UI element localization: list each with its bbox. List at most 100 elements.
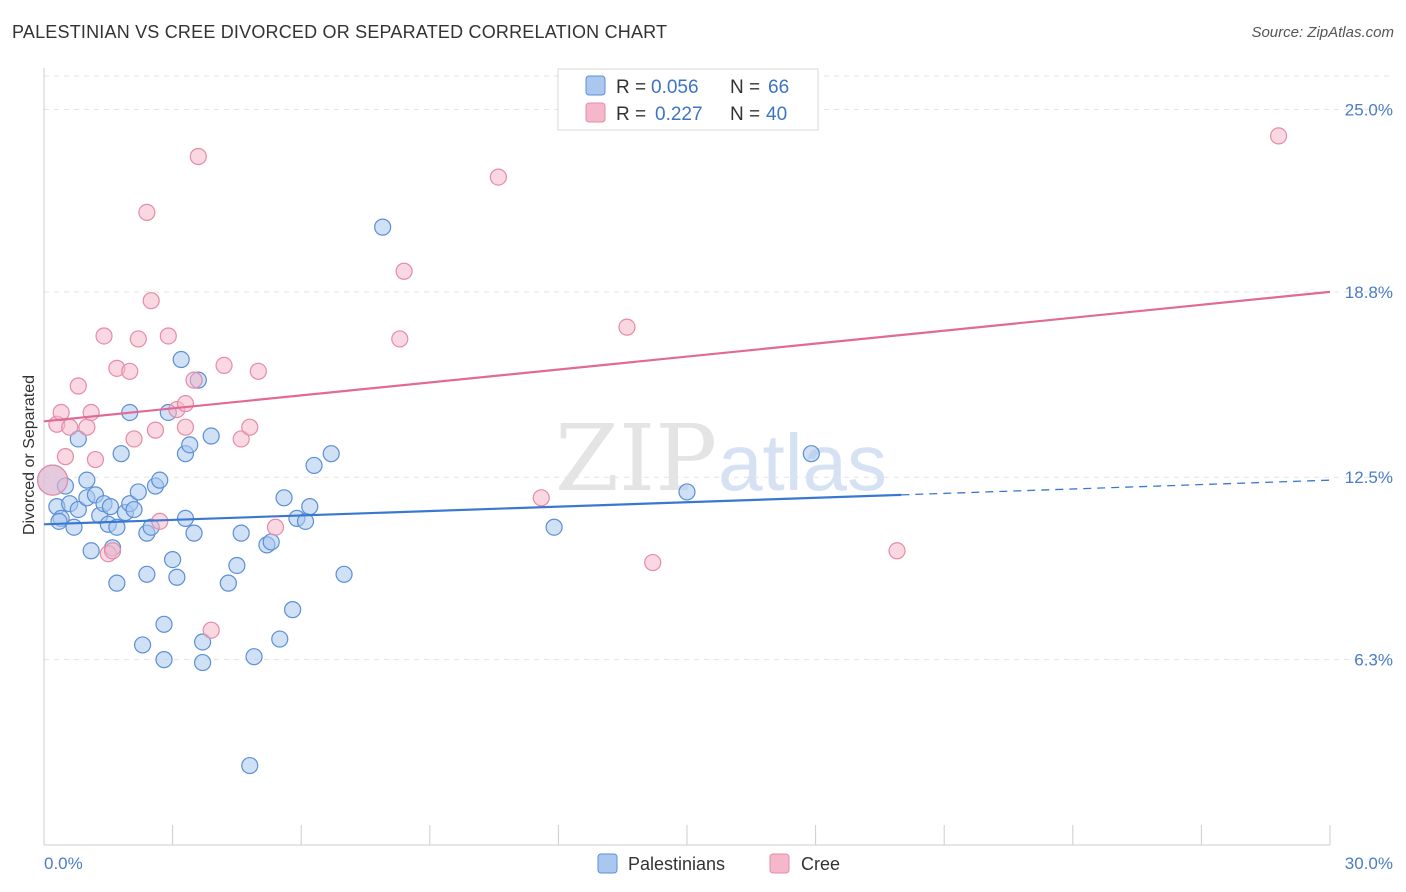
legend-r-label-cree: R = [616,104,646,125]
legend-r-label-palestinians: R = [616,77,646,98]
point-palestinians-60 [374,218,392,236]
y-tick-label-1: 12.5% [1345,468,1393,487]
trend-line-palestinians [43,493,902,526]
bottom-legend-swatch-cree [769,853,790,874]
watermark-atlas: atlas [718,418,887,507]
point-cree-15 [129,330,147,348]
y-tick-label-2: 18.8% [1345,283,1393,302]
legend-r-value-cree: 0.227 [655,104,703,125]
trend-line-cree [43,290,1331,423]
point-palestinians-30 [155,651,173,669]
point-palestinians-5 [65,518,83,536]
point-cree-20 [159,327,177,345]
chart-title: PALESTINIAN VS CREE DIVORCED OR SEPARATE… [12,22,668,42]
point-cree-35 [532,489,550,507]
watermark: ZIP atlas [555,405,887,512]
legend-n-value-palestinians: 66 [768,77,789,98]
point-cree-22 [176,395,195,413]
point-cree-34 [489,168,507,186]
point-cree-23 [176,418,195,436]
point-palestinians-63 [802,445,820,463]
point-cree-4 [61,418,79,436]
point-palestinians-29 [151,471,169,489]
point-cree-33 [395,262,413,280]
chart-source: Source: ZipAtlas.com [1251,24,1394,41]
bottom-legend-label-cree: Cree [801,854,840,874]
legend-n-value-cree: 40 [766,104,787,125]
series-cree [36,127,1288,639]
point-cree-14 [125,430,143,448]
point-palestinians-6 [69,500,87,519]
y-axis-label: Divorced or Separated [21,375,38,535]
point-palestinians-22 [125,500,143,519]
point-palestinians-45 [228,556,246,575]
point-palestinians-43 [202,427,220,445]
point-palestinians-65 [101,498,120,516]
point-cree-29 [241,418,259,436]
point-cree-3 [56,448,75,466]
point-palestinians-33 [164,550,182,569]
bottom-legend: Palestinians Cree [597,853,840,874]
point-palestinians-46 [232,524,250,542]
legend: R = 0.056 N = 66 R = 0.227 N = 40 [557,68,819,131]
bottom-legend-swatch-palestinians [597,853,618,874]
point-palestinians-35 [172,350,190,369]
point-cree-11 [103,542,122,560]
point-palestinians-64 [50,512,68,530]
point-cree-32 [391,330,409,348]
point-cree-37 [644,553,662,572]
point-palestinians-39 [185,524,203,542]
point-cree-30 [249,362,267,380]
point-palestinians-18 [112,445,130,463]
point-palestinians-61 [545,518,563,536]
trend-lines [43,290,1331,526]
point-cree-27 [215,356,233,375]
point-cree-36 [618,318,636,336]
point-palestinians-56 [301,498,319,516]
legend-swatch-cree [585,102,606,123]
y-tick-labels: 6.3% 12.5% 18.8% 25.0% [1345,100,1393,669]
trend-line-palestinians-extension [901,479,1331,496]
point-palestinians-41 [194,653,212,672]
point-cree-9 [95,327,113,345]
point-palestinians-52 [275,489,293,507]
point-cree-16 [138,203,156,222]
point-cree-0 [36,464,69,496]
point-cree-38 [888,542,906,560]
point-palestinians-48 [245,648,263,666]
point-palestinians-59 [335,565,353,583]
point-palestinians-17 [108,574,126,592]
point-palestinians-58 [322,445,340,463]
point-cree-13 [121,362,139,380]
point-palestinians-31 [155,615,173,633]
point-palestinians-57 [305,456,323,475]
point-palestinians-44 [219,574,237,592]
point-cree-5 [69,377,87,395]
point-palestinians-34 [168,568,186,586]
x-tick-label-min: 0.0% [44,854,83,873]
point-cree-17 [142,292,160,310]
y-tick-label-0: 6.3% [1354,651,1393,670]
point-cree-31 [266,518,285,536]
y-tick-label-3: 25.0% [1345,100,1393,119]
legend-n-label-cree: N = [730,104,760,125]
point-palestinians-50 [262,533,280,551]
point-palestinians-42 [194,633,212,651]
point-cree-24 [185,371,203,389]
point-palestinians-10 [82,542,100,560]
point-palestinians-24 [133,636,152,654]
point-cree-28 [232,430,250,448]
legend-n-label-palestinians: N = [730,77,760,98]
point-palestinians-38 [181,436,199,454]
point-palestinians-47 [241,756,259,775]
point-cree-39 [1269,127,1288,145]
x-tick-label-max: 30.0% [1345,854,1393,873]
legend-swatch-palestinians [585,75,606,96]
point-cree-18 [146,421,165,439]
point-palestinians-51 [271,630,289,648]
point-palestinians-7 [69,430,87,448]
x-tick-labels: 0.0% 30.0% [44,854,1393,873]
point-cree-25 [189,147,207,166]
gridlines [44,75,1393,661]
